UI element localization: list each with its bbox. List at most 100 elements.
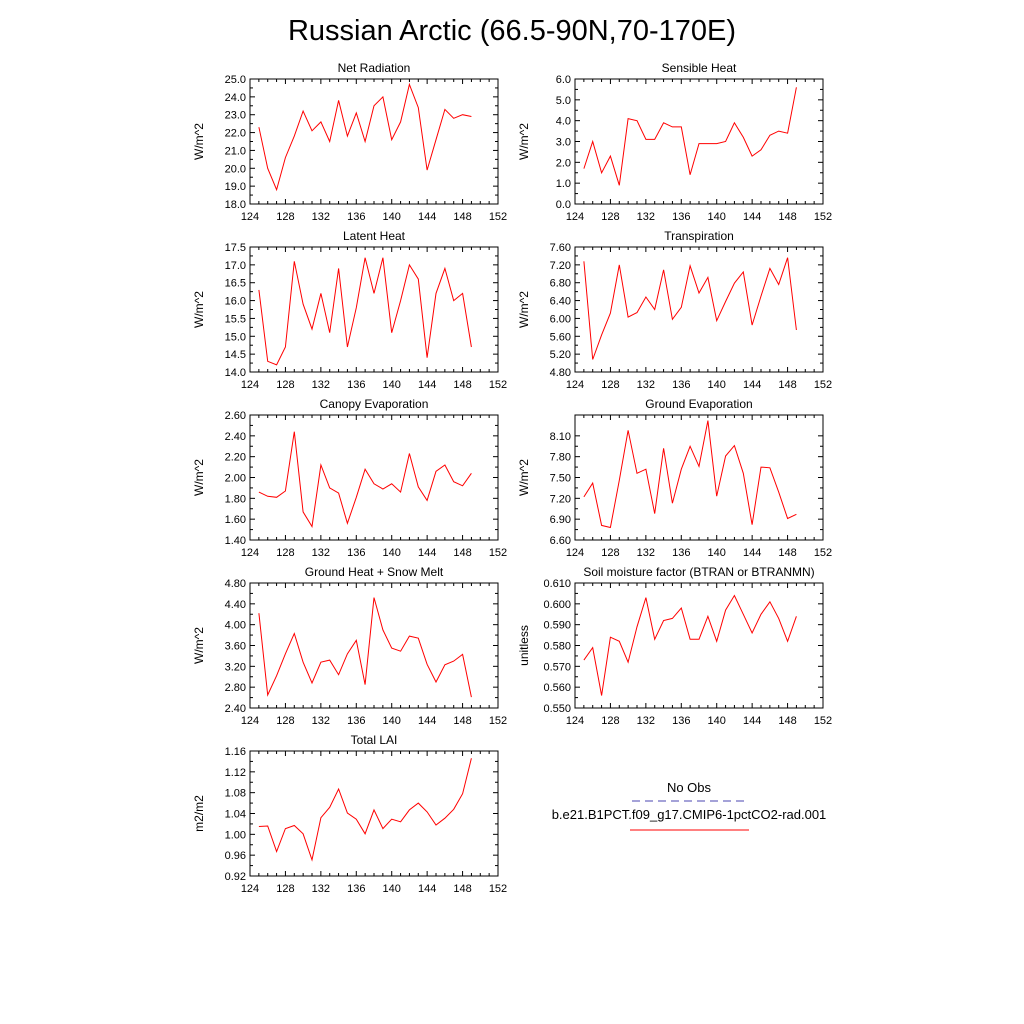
y-tick-label: 0.570 [543,661,571,673]
y-tick-label: 5.20 [550,349,571,361]
y-tick-label: 14.5 [225,349,246,361]
figure-title: Russian Arctic (66.5-90N,70-170E) [288,15,736,47]
x-tick-label: 136 [672,547,690,559]
chart-panel: Net Radiation W/m^2 124 128 132 136 140 144 148 1… [192,61,507,223]
y-tick-label: 4.80 [550,367,571,379]
x-tick-label: 152 [814,379,832,391]
y-tick-label: 22.0 [225,128,246,140]
y-tick-label: 25.0 [225,74,246,86]
plot-frame [574,582,824,709]
y-tick-label: 0.96 [225,850,246,862]
x-tick-label: 152 [489,379,507,391]
x-tick-label: 148 [453,715,471,727]
x-tick-label: 148 [453,211,471,223]
chart-panel: Sensible Heat W/m^2 124 128 132 136 140 144 148 1… [517,61,832,223]
x-tick-label: 140 [708,379,726,391]
legend: No Obs b.e21.B1PCT.f09_g17.CMIP6-1pctCO2… [552,780,826,831]
x-tick-label: 152 [814,715,832,727]
y-axis-label: W/m^2 [192,459,206,496]
x-tick-label: 136 [672,211,690,223]
x-tick-label: 128 [276,715,294,727]
series-line [258,597,472,698]
y-tick-label: 5.0 [556,95,571,107]
x-tick-label: 132 [312,715,330,727]
y-tick-label: 2.00 [225,473,246,485]
x-tick-label: 132 [637,547,655,559]
series-line [583,257,797,360]
x-tick-label: 132 [637,715,655,727]
y-tick-label: 6.40 [550,296,571,308]
x-tick-label: 140 [708,547,726,559]
x-tick-label: 128 [601,211,619,223]
x-tick-label: 140 [383,211,401,223]
panel-title: Ground Heat + Snow Melt [305,565,444,579]
y-tick-label: 6.80 [550,278,571,290]
y-tick-label: 0.580 [543,641,571,653]
plot-frame [249,246,499,373]
y-tick-label: 0.600 [543,599,571,611]
y-tick-label: 2.0 [556,157,571,169]
series-line [258,431,472,528]
x-tick-label: 152 [489,211,507,223]
y-tick-label: 1.80 [225,493,246,505]
x-tick-label: 132 [312,547,330,559]
y-axis-label: W/m^2 [517,459,531,496]
chart-panel: Canopy Evaporation W/m^2 124 128 132 136 140 14… [192,397,507,559]
y-tick-label: 0.610 [543,578,571,590]
y-tick-label: 2.20 [225,452,246,464]
x-tick-label: 140 [383,379,401,391]
x-tick-label: 144 [418,379,436,391]
y-tick-label: 23.0 [225,110,246,122]
x-tick-label: 136 [347,715,365,727]
y-tick-label: 0.550 [543,703,571,715]
chart-panel: Ground Heat + Snow Melt W/m^2 124 128 132 136… [192,565,507,727]
y-axis-label: W/m^2 [517,123,531,160]
y-tick-label: 16.0 [225,296,246,308]
y-tick-label: 3.20 [225,661,246,673]
y-tick-label: 1.40 [225,535,246,547]
panel-title: Latent Heat [343,229,406,243]
plot-frame [249,750,499,877]
plot-frame [574,78,824,205]
y-tick-label: 3.60 [225,641,246,653]
plot-frame [574,246,824,373]
y-tick-label: 1.08 [225,788,246,800]
x-tick-label: 132 [637,211,655,223]
y-tick-label: 1.04 [225,809,246,821]
x-tick-label: 124 [241,715,259,727]
y-tick-label: 20.0 [225,163,246,175]
x-tick-label: 136 [347,883,365,895]
x-tick-label: 136 [347,547,365,559]
y-tick-label: 1.60 [225,514,246,526]
series-line [583,87,797,186]
y-tick-label: 7.20 [550,493,571,505]
panel-title: Net Radiation [338,61,411,75]
x-tick-label: 148 [453,379,471,391]
x-tick-label: 140 [708,211,726,223]
x-tick-label: 132 [312,211,330,223]
y-tick-label: 17.5 [225,242,246,254]
y-tick-label: 19.0 [225,181,246,193]
x-tick-label: 128 [276,211,294,223]
panel-title: Sensible Heat [662,61,737,75]
series-line [583,420,797,529]
x-tick-label: 144 [743,715,761,727]
x-tick-label: 128 [601,379,619,391]
y-tick-label: 2.80 [225,682,246,694]
x-tick-label: 132 [312,883,330,895]
y-tick-label: 2.40 [225,431,246,443]
y-tick-label: 7.80 [550,452,571,464]
y-tick-label: 7.50 [550,473,571,485]
x-tick-label: 144 [418,883,436,895]
y-tick-label: 7.20 [550,260,571,272]
y-tick-label: 21.0 [225,145,246,157]
y-tick-label: 4.00 [225,620,246,632]
x-tick-label: 136 [672,379,690,391]
y-tick-label: 4.80 [225,578,246,590]
y-axis-label: m2/m2 [192,795,206,832]
x-tick-label: 128 [601,547,619,559]
series-line [583,594,797,696]
y-tick-label: 14.0 [225,367,246,379]
x-tick-label: 128 [276,883,294,895]
